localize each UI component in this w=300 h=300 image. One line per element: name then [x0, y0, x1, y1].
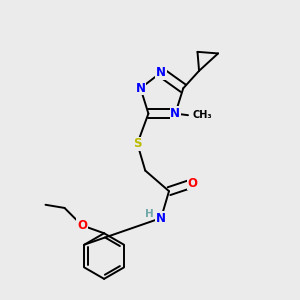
- Text: N: N: [156, 66, 166, 79]
- Text: CH₃: CH₃: [193, 110, 212, 120]
- Text: O: O: [77, 219, 87, 232]
- Text: N: N: [156, 212, 166, 225]
- Text: N: N: [170, 107, 180, 120]
- Text: N: N: [136, 82, 146, 95]
- Text: O: O: [188, 177, 198, 190]
- Text: S: S: [133, 137, 142, 150]
- Text: H: H: [145, 209, 153, 219]
